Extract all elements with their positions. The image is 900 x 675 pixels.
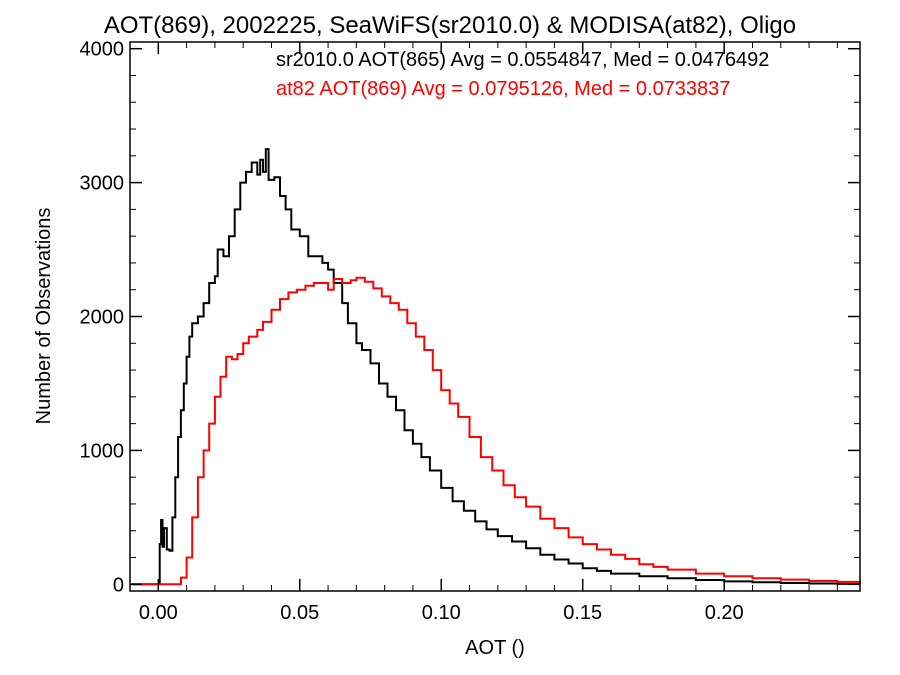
x-tick-label: 0.00	[139, 602, 178, 624]
series-line-sr2010-0	[131, 148, 861, 586]
y-axis-label: Number of Observations	[33, 208, 55, 425]
y-tick-label: 4000	[80, 39, 125, 61]
y-tick-label: 3000	[80, 173, 125, 195]
x-tick-label: 0.10	[422, 602, 461, 624]
plot-area	[131, 148, 861, 586]
legend-entry-sr2010: sr2010.0 AOT(865) Avg = 0.0554847, Med =…	[276, 49, 769, 71]
x-tick-label: 0.05	[280, 602, 319, 624]
x-axis: 0.00 0.05 0.10 0.15 0.20	[139, 42, 838, 624]
x-tick-label: 0.15	[563, 602, 602, 624]
series-line-at82	[131, 276, 861, 586]
plot-frame	[129, 41, 861, 592]
y-tick-label: 2000	[80, 307, 125, 329]
chart-title: AOT(869), 2002225, SeaWiFS(sr2010.0) & M…	[104, 12, 796, 39]
y-tick-label: 0	[113, 574, 124, 596]
y-tick-label: 1000	[80, 440, 125, 462]
legend-entry-at82: at82 AOT(869) Avg = 0.0795126, Med = 0.0…	[276, 78, 730, 100]
x-axis-label: AOT ()	[465, 637, 525, 659]
x-tick-label: 0.20	[705, 602, 744, 624]
y-axis: 0 1000 2000 3000 4000	[80, 39, 860, 596]
